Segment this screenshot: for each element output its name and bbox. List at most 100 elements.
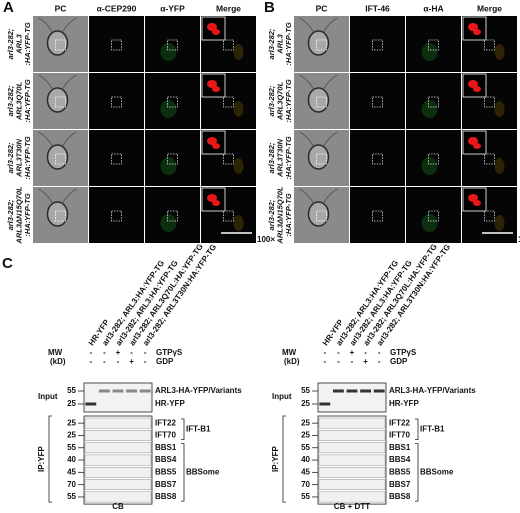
mw-marker: 40: [67, 455, 76, 464]
band: [139, 389, 151, 393]
band-name: BBS4: [155, 455, 177, 464]
roi-box: [167, 153, 178, 165]
band-name: BBS7: [389, 480, 411, 489]
mw-marker: 25: [67, 418, 76, 427]
blot-strip: [318, 417, 386, 429]
mw-marker: 25: [67, 431, 76, 440]
micrograph: [89, 130, 144, 186]
signal: [160, 100, 177, 118]
band: [85, 402, 97, 406]
micrograph: [145, 73, 200, 129]
band-name: IFT22: [389, 418, 410, 427]
ip-bracket: [48, 415, 52, 503]
cell: [46, 144, 69, 170]
inset-signal: [207, 194, 217, 202]
roi-box: [372, 39, 383, 51]
mw-marker: 55: [301, 492, 310, 501]
cell: [46, 30, 69, 56]
band-name: ARL3-HA-YFP/Variants: [155, 386, 242, 395]
inset-signal: [468, 80, 478, 88]
blot-strip: [318, 430, 386, 441]
blot-strip: [318, 479, 386, 491]
row-label: ARL3Q70L: [275, 81, 284, 121]
treatment-mark: -: [103, 348, 106, 357]
blot-caption: CB: [112, 502, 124, 511]
signal: [421, 214, 438, 232]
band-name: BBS4: [389, 455, 411, 464]
treatment-mark: +: [116, 348, 121, 357]
band: [373, 389, 385, 393]
inset-signal: [473, 200, 481, 206]
roi-box: [111, 96, 122, 108]
blot-caption: CB + DTT: [334, 502, 370, 511]
micrograph: [406, 16, 461, 72]
row-label: arl3-282;: [267, 28, 276, 59]
band-name: BBS8: [389, 492, 411, 501]
mw-marker: 55: [67, 443, 76, 452]
column-header: PC: [316, 3, 328, 13]
row-label: arl3-282;: [267, 85, 276, 116]
blot-strip: [84, 417, 152, 429]
treatment-mark: -: [144, 348, 147, 357]
treatment-mark: -: [103, 357, 106, 366]
band-name: IFT22: [155, 418, 176, 427]
inset-signal: [473, 86, 481, 92]
band-name: ARL3-HA-YFP/Variants: [389, 386, 476, 395]
blot-strip: [84, 467, 152, 478]
roi-box: [111, 153, 122, 165]
inset-signal: [207, 80, 217, 88]
treatment-name: GDP: [390, 357, 408, 366]
cell: [307, 87, 330, 113]
blot-strip: [84, 454, 152, 466]
treatment-name: GTPγS: [156, 348, 183, 357]
column-header: α-CEP290: [97, 3, 137, 13]
treatment-name: GTPγS: [390, 348, 417, 357]
column-header: IFT-46: [365, 3, 390, 13]
panel-label: B: [264, 0, 275, 16]
roi-box: [223, 153, 234, 165]
mw-title: (kD): [284, 357, 300, 366]
mw-marker: 55: [301, 443, 310, 452]
blot-strip: [84, 479, 152, 491]
treatment-mark: -: [378, 348, 381, 357]
roi-box: [428, 39, 439, 51]
inset-signal: [468, 23, 478, 31]
treatment-mark: -: [130, 348, 133, 357]
magnification: 100×: [518, 235, 520, 244]
cell: [307, 144, 330, 170]
inset-signal: [468, 194, 478, 202]
inset-signal: [207, 23, 217, 31]
band-name: BBS5: [155, 467, 177, 476]
signal: [233, 101, 244, 117]
row-label: ARL3: [14, 33, 23, 54]
roi-box: [428, 210, 439, 222]
roi-box: [316, 210, 327, 222]
treatment-mark: -: [323, 348, 326, 357]
row-label: :HA:YFP-TG: [284, 193, 293, 236]
roi-box: [316, 153, 327, 165]
inset-signal: [212, 86, 220, 92]
mw-marker: 25: [301, 431, 310, 440]
flagella: [299, 17, 338, 33]
signal: [421, 157, 438, 175]
group-bracket: [181, 418, 185, 440]
micrograph: [350, 16, 405, 72]
treatment-mark: -: [378, 357, 381, 366]
row-label: ARL3Q70L: [14, 81, 23, 121]
ip-bracket: [282, 415, 286, 503]
flagella: [38, 17, 77, 33]
row-label: ARL3ΔN15Q70L: [275, 186, 284, 245]
row-label: :HA:YFP-TG: [23, 136, 32, 179]
row-label: ARL3: [275, 33, 284, 54]
roi-box: [428, 153, 439, 165]
row-label: :HA:YFP-TG: [284, 136, 293, 179]
signal: [233, 158, 244, 174]
signal: [160, 214, 177, 232]
band-name: IFT70: [389, 431, 410, 440]
treatment-mark: -: [337, 348, 340, 357]
column-header: PC: [55, 3, 67, 13]
magnification: 100×: [257, 235, 275, 244]
cell: [307, 30, 330, 56]
blot-box: [83, 382, 153, 413]
